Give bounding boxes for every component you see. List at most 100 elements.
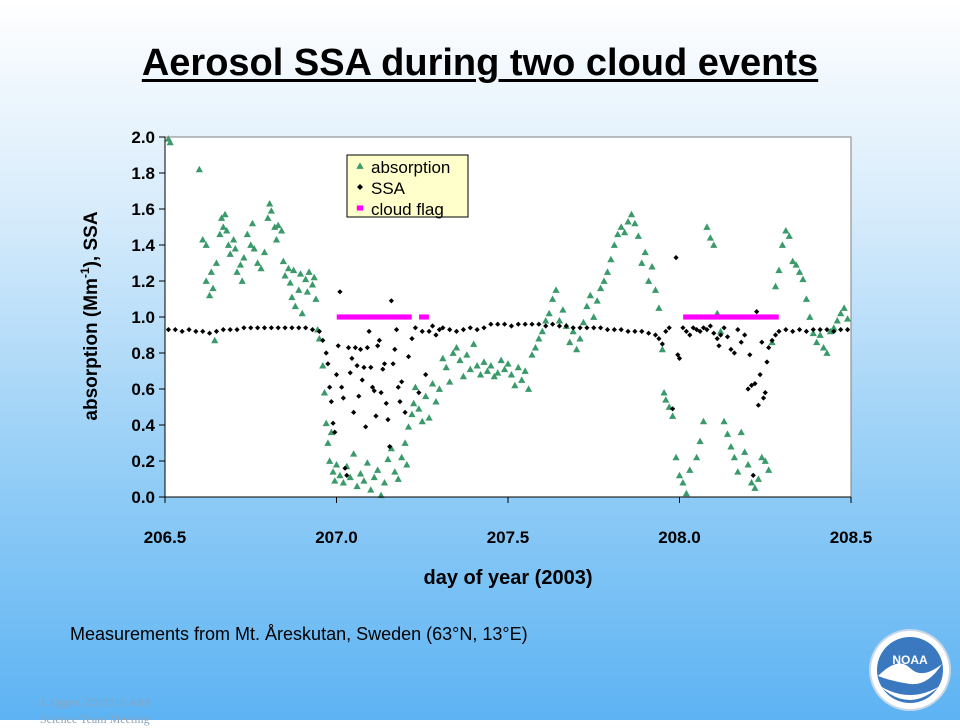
y-tick-label: 0.6 xyxy=(131,380,155,399)
absorption-point xyxy=(367,486,375,493)
ssa-point xyxy=(383,400,389,406)
absorption-point xyxy=(308,281,317,288)
cloud-flag-point xyxy=(765,314,772,320)
ssa-point xyxy=(248,325,254,331)
cloud-flag-point xyxy=(751,314,759,320)
absorption-point xyxy=(435,385,443,392)
absorption-point xyxy=(272,236,281,243)
absorption-point xyxy=(238,277,246,284)
legend: absorption SSA cloud flag xyxy=(346,154,469,219)
ssa-point xyxy=(769,337,775,343)
cloud-flag-point xyxy=(360,314,368,320)
absorption-point xyxy=(459,372,468,380)
absorption-point xyxy=(380,479,389,486)
absorption-point xyxy=(267,207,275,214)
absorption-point xyxy=(216,230,224,238)
ssa-point xyxy=(666,325,672,331)
absorption-point xyxy=(830,324,838,331)
absorption-point xyxy=(809,329,817,337)
ssa-point xyxy=(397,399,403,405)
ssa-point xyxy=(320,337,326,343)
absorption-point xyxy=(723,430,732,437)
absorption-point xyxy=(264,214,272,221)
ssa-point xyxy=(345,345,352,351)
absorption-point xyxy=(466,365,474,373)
ssa-point xyxy=(368,364,374,370)
absorption-point xyxy=(799,275,807,283)
ssa-point xyxy=(289,325,295,331)
absorption-point xyxy=(531,344,540,351)
absorption-point xyxy=(319,362,327,369)
absorption-point xyxy=(823,349,831,356)
absorption-point xyxy=(682,489,690,497)
ssa-point xyxy=(796,327,803,333)
ssa-point xyxy=(363,424,369,430)
x-tick-label: 207.0 xyxy=(315,528,358,547)
absorption-point xyxy=(217,214,226,221)
absorption-point xyxy=(195,165,203,173)
absorption-point xyxy=(356,470,365,477)
ssa-point xyxy=(275,325,281,331)
absorption-point xyxy=(795,268,804,275)
absorption-point xyxy=(303,288,311,295)
absorption-point xyxy=(295,286,303,293)
ssa-point xyxy=(282,325,288,331)
absorption-point xyxy=(734,468,742,475)
absorption-point xyxy=(487,362,495,369)
absorption-point xyxy=(761,457,769,464)
y-tick-label: 2.0 xyxy=(131,128,155,147)
ssa-point xyxy=(426,328,432,334)
cloud-flag-point xyxy=(755,314,762,320)
absorption-point xyxy=(254,259,262,266)
y-tick-label: 1.4 xyxy=(131,236,155,255)
absorption-point xyxy=(226,250,234,257)
ssa-point xyxy=(234,327,240,333)
absorption-point xyxy=(744,461,752,468)
ssa-point xyxy=(172,327,178,333)
ssa-point xyxy=(604,327,611,333)
cloud-flag-point xyxy=(347,314,354,320)
absorption-point xyxy=(480,358,488,365)
ssa-point xyxy=(385,417,391,423)
absorption-point xyxy=(658,345,666,353)
ssa-point xyxy=(419,328,425,334)
absorption-point xyxy=(816,331,824,338)
ssa-series xyxy=(165,255,851,478)
absorption-point xyxy=(717,327,725,335)
slide-title: Aerosol SSA during two cloud events xyxy=(141,42,819,84)
absorption-point xyxy=(648,263,656,270)
ssa-point xyxy=(556,323,563,329)
absorption-point xyxy=(483,367,492,374)
ssa-point xyxy=(625,328,631,334)
absorption-point xyxy=(291,302,299,310)
cloud-flag-point xyxy=(762,314,769,320)
absorption-point xyxy=(538,327,546,335)
absorption-point xyxy=(730,453,738,461)
cloud-flag-point xyxy=(343,314,350,320)
absorption-point xyxy=(476,371,485,378)
absorption-point xyxy=(699,417,708,425)
cloud-flag-point xyxy=(700,314,707,320)
ssa-point xyxy=(766,345,772,351)
absorption-point xyxy=(240,254,248,261)
absorption-point xyxy=(662,396,670,403)
ssa-point xyxy=(764,359,770,365)
ssa-point xyxy=(352,345,358,351)
y-tick-label: 0.8 xyxy=(131,344,155,363)
absorption-point xyxy=(279,257,287,265)
ssa-point xyxy=(759,339,765,345)
caption: Measurements from Mt. Åreskutan, Sweden … xyxy=(70,624,528,644)
ssa-point xyxy=(460,327,467,333)
ssa-point xyxy=(745,386,751,392)
ssa-point xyxy=(337,289,343,295)
ssa-point xyxy=(716,343,722,349)
ssa-point xyxy=(380,366,386,372)
absorption-point xyxy=(741,448,749,455)
absorption-point xyxy=(377,491,385,499)
ssa-point xyxy=(529,321,535,327)
absorption-point xyxy=(548,295,557,302)
ssa-point xyxy=(193,328,199,334)
absorption-point xyxy=(593,297,601,304)
ssa-point xyxy=(342,465,348,471)
absorption-point xyxy=(737,428,745,436)
